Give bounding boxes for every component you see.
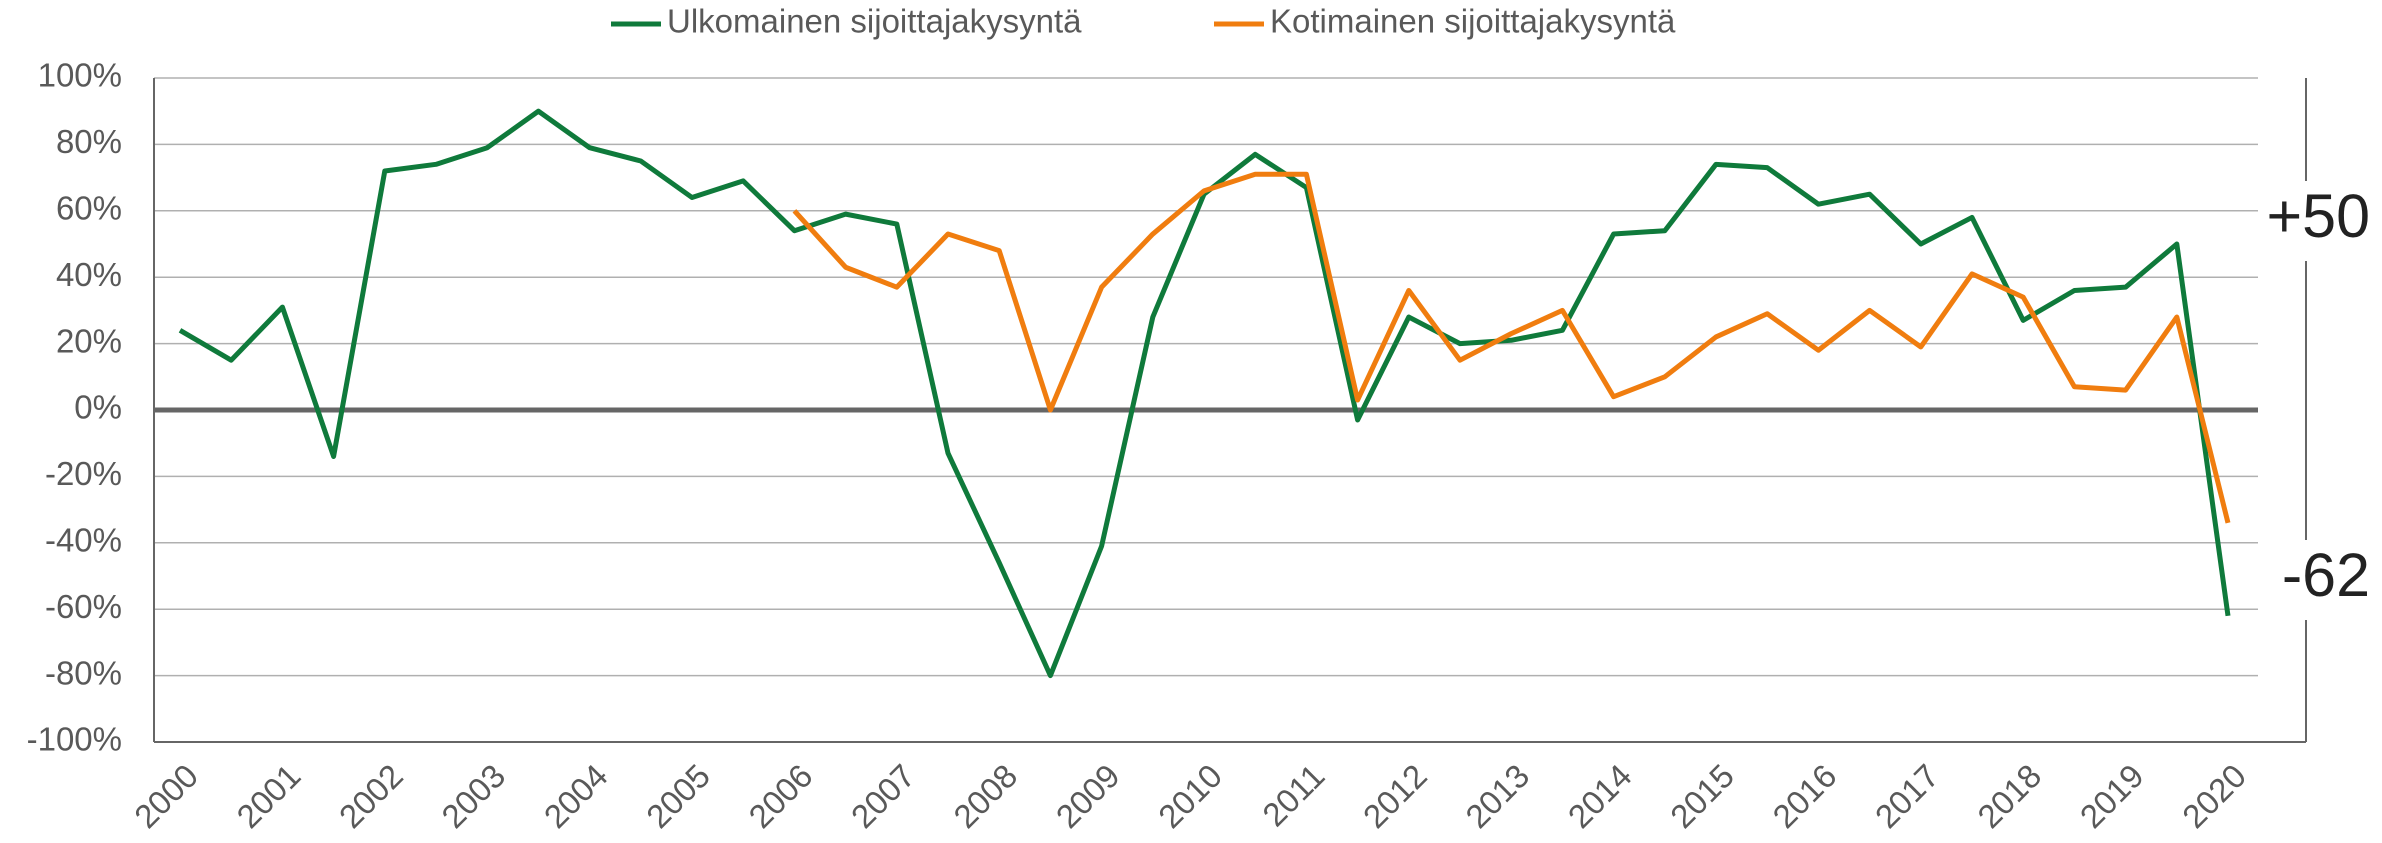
y-tick-label: 40% (56, 256, 122, 293)
y-tick-label: -60% (45, 588, 122, 625)
series-line (792, 171, 2231, 524)
y-tick-label: 80% (56, 123, 122, 160)
x-tick-label: 2017 (1868, 757, 1946, 835)
x-tick-label: 2006 (741, 757, 819, 835)
y-tick-label: 100% (38, 57, 122, 94)
x-tick-label: 2015 (1663, 757, 1741, 835)
y-tick-label: -20% (45, 455, 122, 492)
legend-label: Ulkomainen sijoittajakysyntä (667, 3, 1082, 40)
annotation-bg (2262, 181, 2380, 261)
x-tick-label: 2008 (946, 757, 1024, 835)
x-tick-label: 2005 (639, 757, 717, 835)
annotation: +50 (2267, 182, 2370, 250)
y-tick-label: -100% (27, 721, 122, 758)
x-tick-label: 2020 (2175, 757, 2253, 835)
y-tick-label: 20% (56, 322, 122, 359)
y-tick-label: 0% (74, 389, 122, 426)
y-tick-label: -40% (45, 522, 122, 559)
x-tick-label: 2000 (127, 757, 205, 835)
legend-label: Kotimainen sijoittajakysyntä (1270, 3, 1676, 40)
x-tick-label: 2013 (1458, 757, 1536, 835)
x-tick-label: 2018 (1970, 757, 2048, 835)
x-tick-label: 2019 (2073, 757, 2151, 835)
x-tick-label: 2001 (229, 757, 307, 835)
x-tick-label: 2007 (844, 757, 922, 835)
y-tick-label: 60% (56, 190, 122, 227)
series-line (178, 108, 2231, 679)
x-tick-label: 2012 (1356, 757, 1434, 835)
y-tick-label: -80% (45, 654, 122, 691)
x-tick-label: 2009 (1049, 757, 1127, 835)
x-tick-label: 2016 (1765, 757, 1843, 835)
x-tick-label: 2003 (434, 757, 512, 835)
annotation-bg (2262, 540, 2380, 620)
x-tick-label: 2002 (332, 757, 410, 835)
x-tick-label: 2010 (1151, 757, 1229, 835)
x-tick-label: 2014 (1561, 757, 1639, 835)
x-tick-label: 2004 (537, 757, 615, 835)
x-tick-label: 2011 (1255, 757, 1331, 833)
annotation: -62 (2282, 541, 2370, 609)
